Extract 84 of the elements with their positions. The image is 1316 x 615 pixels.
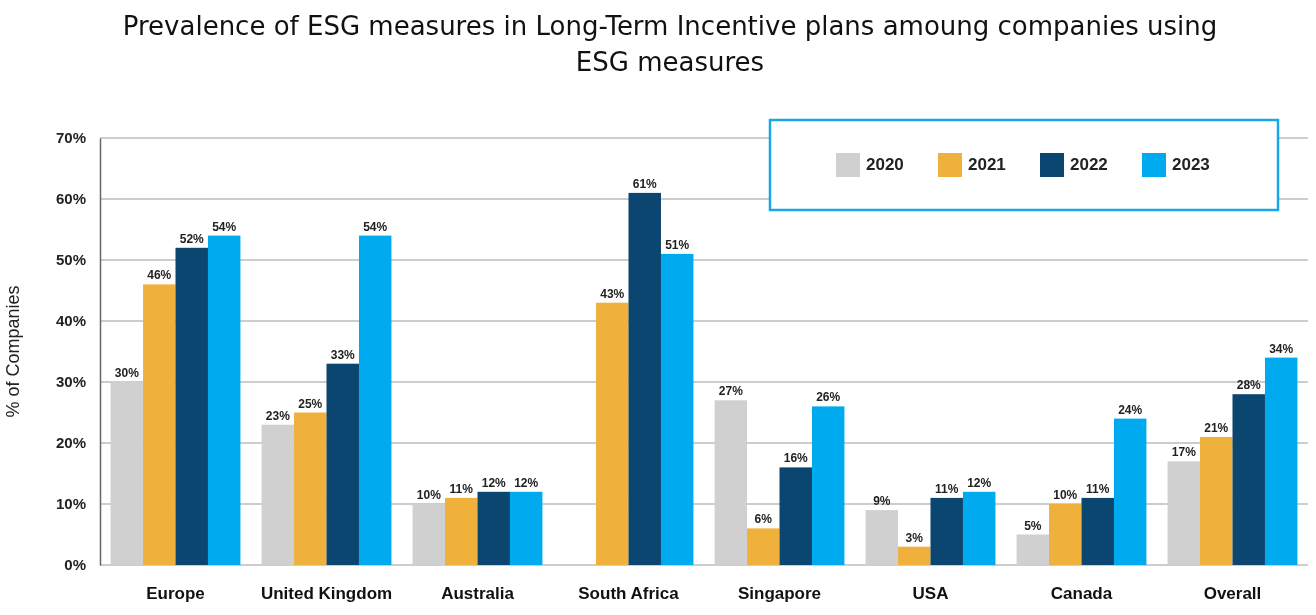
bar <box>714 400 748 565</box>
bar <box>326 363 359 565</box>
data-label: 26% <box>816 390 841 405</box>
bar <box>1264 357 1298 565</box>
y-tick-label: 60% <box>55 190 86 208</box>
bar <box>1016 534 1050 565</box>
data-label: 54% <box>212 219 237 234</box>
data-label: 5% <box>1024 518 1042 533</box>
bar <box>660 253 694 565</box>
data-label: 23% <box>265 408 291 423</box>
bar <box>261 424 295 565</box>
y-tick-label: 0% <box>64 556 86 574</box>
data-label: 6% <box>754 512 773 527</box>
y-tick-label: 70% <box>55 129 86 147</box>
data-label: 51% <box>665 237 690 252</box>
bar <box>509 491 543 565</box>
data-label: 11% <box>1086 481 1110 496</box>
bar <box>110 382 144 565</box>
bar <box>358 235 392 565</box>
data-label: 3% <box>905 530 924 545</box>
data-label: 21% <box>1204 420 1229 435</box>
bar <box>1049 504 1082 565</box>
data-label: 27% <box>718 384 744 399</box>
y-tick-label: 50% <box>55 251 86 269</box>
bar <box>962 491 996 565</box>
data-label: 11% <box>935 481 959 496</box>
x-tick-label: Singapore <box>737 584 822 604</box>
bar <box>628 192 661 565</box>
y-tick-label: 30% <box>55 373 86 391</box>
y-tick-label: 40% <box>55 312 86 330</box>
data-label: 33% <box>330 347 356 362</box>
bar <box>143 284 176 565</box>
data-label: 30% <box>114 366 140 380</box>
data-label: 11% <box>449 481 474 496</box>
data-label: 10% <box>416 488 442 502</box>
legend-label: 2023 <box>1172 155 1210 175</box>
data-label: 12% <box>514 475 539 490</box>
bar <box>930 497 963 565</box>
data-label: 25% <box>298 396 323 411</box>
data-label: 52% <box>179 231 205 246</box>
bar <box>1167 461 1201 565</box>
bar <box>779 467 812 565</box>
legend-label: 2021 <box>968 155 1006 175</box>
y-tick-label: 10% <box>55 495 86 513</box>
data-label: 12% <box>967 475 992 490</box>
bar <box>811 406 845 565</box>
x-tick-label: Europe <box>146 584 205 604</box>
bar <box>747 528 780 565</box>
x-tick-label: USA <box>912 584 949 604</box>
x-tick-label: Canada <box>1050 584 1113 604</box>
chart-title: Prevalence of ESG measures in Long-Term Incentive plans amoung companies using ESG measures <box>121 10 1219 79</box>
bar <box>1200 436 1233 565</box>
bar <box>477 491 510 565</box>
bar <box>1113 418 1147 565</box>
data-label: 12% <box>481 475 507 490</box>
x-tick-label: Overall <box>1203 584 1262 604</box>
data-label: 9% <box>873 494 891 509</box>
bar <box>294 412 327 565</box>
y-axis-title: % of Companies <box>2 285 23 418</box>
data-label: 46% <box>147 268 172 283</box>
data-label: 28% <box>1236 378 1262 393</box>
data-label: 16% <box>783 451 809 466</box>
data-label: 10% <box>1053 488 1078 502</box>
bar <box>207 235 241 565</box>
legend-label: 2020 <box>866 155 904 175</box>
data-label: 43% <box>600 286 625 301</box>
y-tick-label: 20% <box>55 434 86 452</box>
data-label: 34% <box>1269 341 1294 356</box>
data-label: 24% <box>1118 402 1143 417</box>
x-tick-label: South Africa <box>578 584 680 604</box>
data-label: 54% <box>363 219 388 234</box>
bar <box>175 247 208 565</box>
x-tick-label: United Kingdom <box>260 584 393 604</box>
bar <box>412 504 446 565</box>
data-label: 17% <box>1171 445 1197 460</box>
bar <box>898 546 931 565</box>
bar <box>445 497 478 565</box>
bar <box>1081 497 1114 565</box>
legend-label: 2022 <box>1070 155 1108 175</box>
bar <box>865 510 899 565</box>
bar <box>1232 394 1265 565</box>
data-label: 61% <box>632 176 658 191</box>
x-tick-label: Australia <box>441 584 515 604</box>
bar <box>596 302 629 565</box>
